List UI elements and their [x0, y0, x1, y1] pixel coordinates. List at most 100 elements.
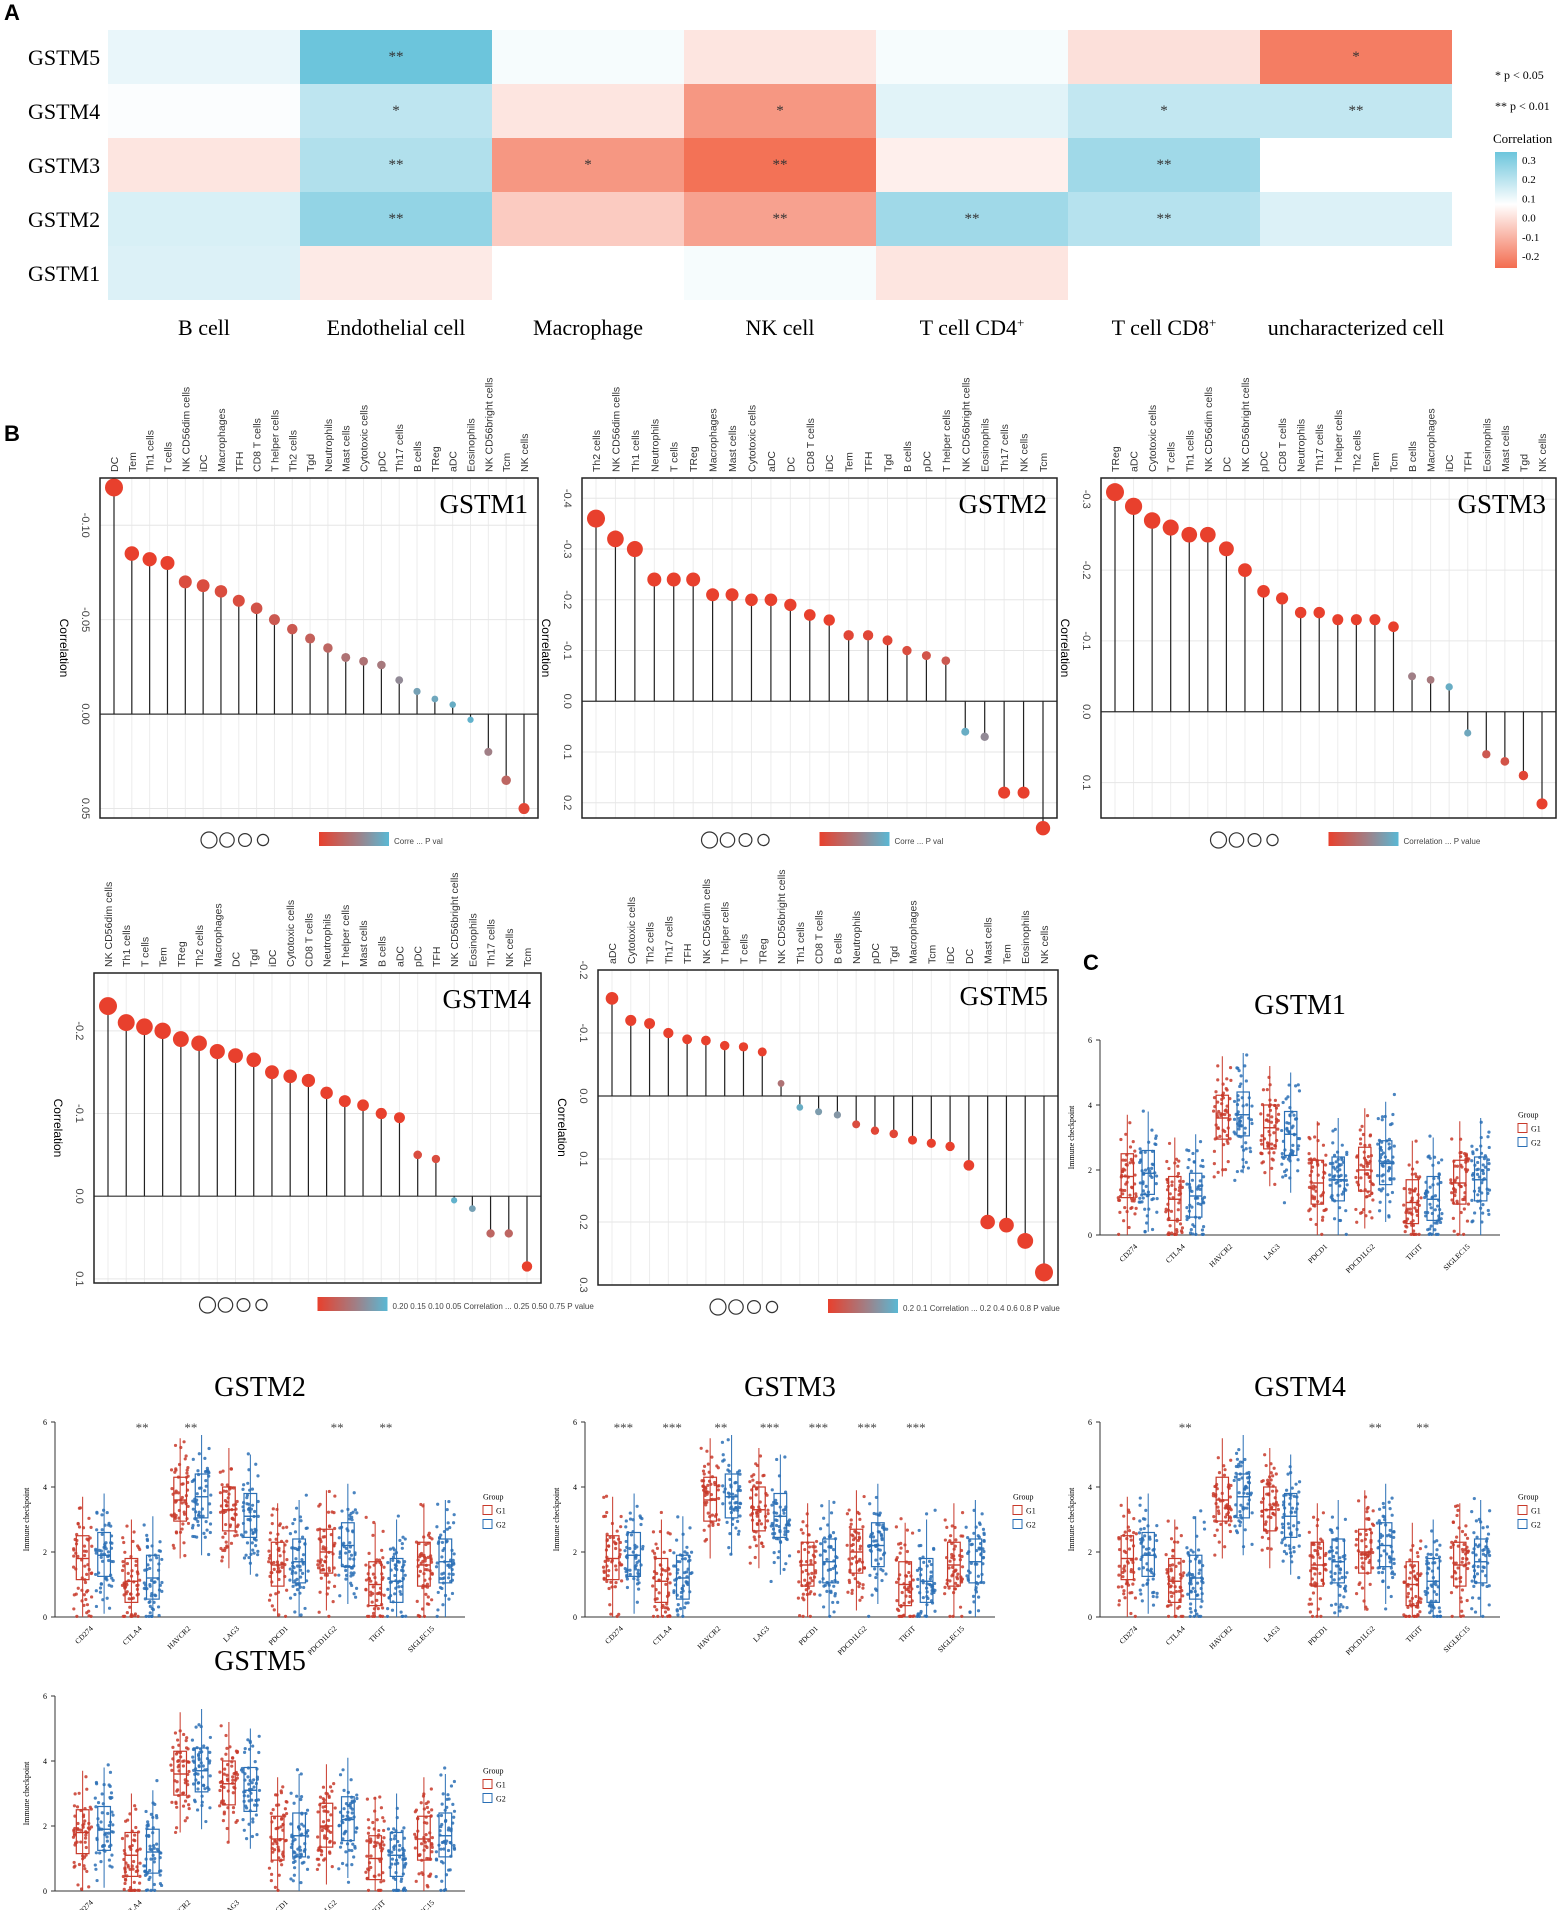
boxplot-point [272, 1567, 276, 1571]
boxplot-point [160, 1580, 164, 1585]
boxplot-point [251, 1531, 255, 1535]
boxplot-point [257, 1750, 261, 1755]
lollipop-category-label: T cells [738, 934, 750, 964]
lollipop-dot [945, 1141, 955, 1152]
boxplot-point [907, 1600, 911, 1604]
lollipop-category-label: Th2 cells [1351, 430, 1363, 472]
boxplot-point [862, 1566, 867, 1570]
boxplot-point [82, 1544, 87, 1548]
boxplot-point [1365, 1172, 1370, 1177]
boxplot-point [1320, 1232, 1324, 1236]
boxplot-point [152, 1882, 156, 1887]
boxplot-point [947, 1566, 951, 1570]
boxplot-point [860, 1595, 864, 1600]
boxplot-point [1455, 1513, 1459, 1518]
boxplot-category-label: CTLA4 [121, 1624, 144, 1647]
boxplot-point [943, 1592, 947, 1596]
lollipop-dot [142, 552, 157, 567]
boxplot-point [953, 1544, 957, 1548]
boxplot-point [1129, 1570, 1133, 1574]
lollipop-dot [265, 1065, 279, 1080]
boxplot-point [252, 1778, 256, 1782]
boxplot-point [398, 1538, 402, 1543]
boxplot-box [822, 1538, 837, 1584]
lollipop-legend-size [256, 833, 270, 847]
heatmap-cell [1260, 84, 1452, 138]
lollipop-tick-label: 0.05 [79, 798, 91, 819]
boxplot-point [1479, 1120, 1483, 1124]
boxplot-point [353, 1508, 357, 1512]
lollipop-tick-label: -0.2 [577, 961, 589, 980]
boxplot-point [680, 1587, 684, 1591]
boxplot-point [1437, 1173, 1441, 1177]
boxplot-point [197, 1486, 202, 1490]
boxplot-point [1345, 1606, 1349, 1610]
boxplot-point [171, 1745, 175, 1749]
boxplot-point [1260, 1535, 1264, 1539]
boxplot-point [218, 1770, 222, 1774]
boxplot-point [702, 1528, 706, 1532]
boxplot-point [1284, 1488, 1289, 1492]
boxplot-point [1147, 1207, 1151, 1211]
boxplot-point [1199, 1509, 1203, 1513]
boxplot-point [1238, 1523, 1242, 1528]
boxplot-point [182, 1440, 186, 1444]
boxplot-point [288, 1596, 293, 1600]
boxplot-point [774, 1511, 779, 1515]
boxplot-point [170, 1768, 174, 1772]
boxplot-point [1344, 1232, 1348, 1236]
boxplot-point [1333, 1127, 1337, 1131]
boxplot-point [1260, 1548, 1264, 1552]
boxplot-point [244, 1804, 248, 1808]
lollipop-frame [99, 477, 539, 819]
boxplot-point [396, 1514, 400, 1518]
boxplot-point [679, 1607, 683, 1611]
boxplot-point [667, 1614, 671, 1618]
boxplot-point [288, 1567, 292, 1571]
boxplot-point [125, 1610, 129, 1615]
boxplot-point [1358, 1137, 1363, 1141]
boxplot-point [1474, 1553, 1478, 1557]
boxplot-point [251, 1548, 255, 1552]
lollipop-dot [921, 651, 931, 661]
boxplot-point [158, 1873, 162, 1877]
boxplot-point [148, 1868, 152, 1873]
boxplot-point [755, 1481, 759, 1485]
boxplot-point [110, 1810, 114, 1814]
lollipop-tick-label: 0.0 [1080, 704, 1092, 719]
boxplot-point [911, 1614, 915, 1618]
boxplot-point [174, 1489, 178, 1493]
boxplot-point [1144, 1547, 1149, 1551]
boxplot-point [880, 1537, 884, 1542]
lollipop-category-label: Cytotoxic cells [626, 897, 638, 964]
boxplot-point [138, 1578, 142, 1582]
boxplot-point [873, 1587, 878, 1591]
heatmap-col-label: B cell [178, 315, 230, 340]
boxplot-point [907, 1585, 911, 1589]
boxplot-point [145, 1545, 150, 1549]
lollipop-legend-bar [317, 1297, 388, 1311]
boxplot-point [241, 1818, 245, 1822]
boxplot-point [277, 1523, 282, 1528]
boxplot-point [152, 1860, 156, 1864]
boxplot-point [251, 1817, 255, 1821]
boxplot-point [1428, 1232, 1432, 1236]
boxplot-legend-label: G1 [1026, 1507, 1036, 1516]
boxplot-point [1212, 1095, 1217, 1100]
boxplot-point [1155, 1524, 1159, 1528]
boxplot-point [316, 1563, 320, 1567]
lollipop-category-label: NK CD56dim cells [701, 879, 713, 964]
boxplot-point [186, 1466, 190, 1470]
heatmap-cell [684, 138, 876, 192]
boxplot-tick-label: 4 [1088, 1101, 1092, 1110]
boxplot-point [201, 1514, 205, 1518]
boxplot-point [1276, 1103, 1280, 1107]
boxplot-point [1145, 1221, 1149, 1225]
boxplot-point [317, 1610, 321, 1614]
boxplot-point [1449, 1178, 1453, 1182]
boxplot-point [293, 1517, 297, 1522]
boxplot-point [954, 1538, 958, 1542]
boxplot-point [441, 1548, 445, 1553]
heatmap-cell [1260, 30, 1452, 84]
heatmap-cell [1068, 192, 1260, 246]
